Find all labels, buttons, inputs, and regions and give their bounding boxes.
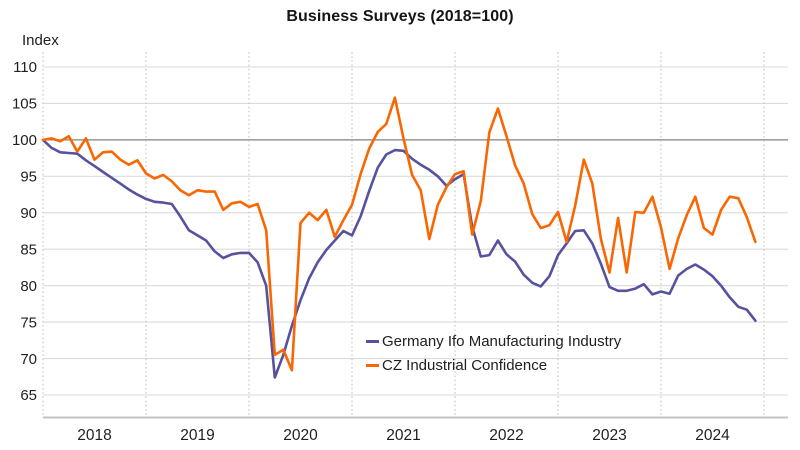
- y-tick-label: 95: [20, 169, 37, 186]
- y-tick-label: 80: [20, 278, 37, 295]
- legend-item-cz-confidence: CZ Industrial Confidence: [366, 353, 621, 377]
- legend-swatch-germany-ifo-icon: [366, 339, 379, 343]
- legend-swatch-cz-confidence-icon: [366, 363, 379, 367]
- y-tick-label: 105: [12, 96, 37, 113]
- x-tick-label: 2022: [489, 427, 523, 444]
- legend-label-cz-confidence: CZ Industrial Confidence: [382, 356, 548, 374]
- y-tick-label: 65: [20, 387, 37, 404]
- x-tick-label: 2024: [695, 427, 730, 444]
- y-tick-label: 70: [20, 351, 37, 368]
- chart-title: Business Surveys (2018=100): [286, 8, 514, 25]
- legend-label-germany-ifo: Germany Ifo Manufacturing Industry: [382, 332, 622, 350]
- y-tick-label: 90: [20, 205, 37, 222]
- series-line-germany-ifo-manufacturing: [41, 138, 757, 379]
- x-tick-label: 2021: [386, 427, 420, 444]
- y-tick-label: 85: [20, 241, 37, 258]
- y-axis-label: Index: [22, 32, 59, 49]
- y-tick-label: 75: [20, 314, 37, 331]
- legend-item-germany-ifo: Germany Ifo Manufacturing Industry: [366, 329, 621, 353]
- x-tick-label: 2019: [180, 427, 214, 444]
- x-tick-label: 2023: [592, 427, 626, 444]
- y-tick-label: 110: [13, 59, 37, 76]
- x-tick-label: 2018: [77, 427, 111, 444]
- series-line-cz-industrial-confidence: [41, 96, 757, 372]
- y-tick-label: 100: [12, 132, 37, 149]
- x-tick-label: 2020: [283, 427, 318, 444]
- legend: Germany Ifo Manufacturing Industry CZ In…: [366, 329, 621, 377]
